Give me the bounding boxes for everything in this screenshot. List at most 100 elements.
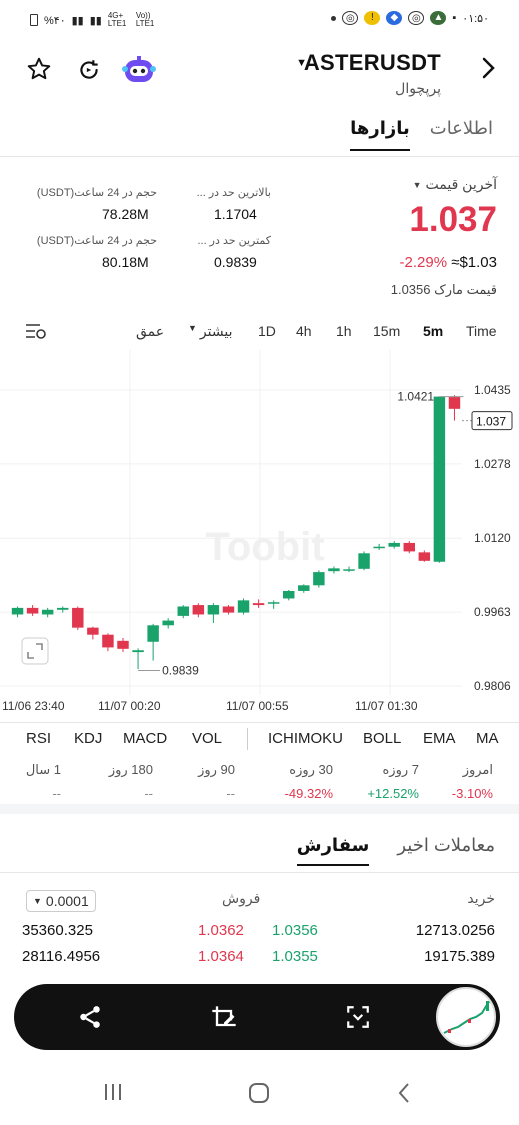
network-text: 4G+ LTE1 (107, 11, 127, 28)
recent-apps-icon[interactable] (102, 1081, 124, 1110)
tf-more[interactable]: بیشتر ▼ (188, 323, 232, 340)
perf-90d: 90 روز -- (198, 762, 235, 801)
candle-body (222, 606, 235, 613)
indicator-rsi[interactable]: RSI (26, 730, 52, 747)
perf-value: -3.10% (451, 786, 493, 801)
usd-equivalent: ≈$1.03 (451, 254, 497, 271)
change-percent: -2.29% (399, 254, 448, 271)
orderbook-row[interactable]: 35360.325 1.0362 1.0356 12713.0256 (0, 920, 519, 944)
chart-grid (0, 350, 462, 695)
chart-x-ticks: 11/06 23:40 11/07 00:20 11/07 00:55 11/07 0… (2, 699, 418, 713)
orderbook-buy-label: خرید (467, 890, 495, 906)
candle-body (267, 602, 280, 604)
app-icon-4: ◎ (408, 11, 425, 25)
indicator-macd[interactable]: MACD (123, 730, 168, 747)
tab-recent-trades[interactable]: معاملات اخیر (397, 835, 495, 855)
signal-icon-2: ▮▮ (89, 14, 102, 27)
tf-4h[interactable]: 4h (296, 323, 312, 339)
y-tick-label: 0.9963 (474, 605, 511, 619)
y-tick-label: 1.0120 (474, 531, 511, 545)
tf-15m[interactable]: 15m (373, 323, 401, 339)
screenshot-thumbnail[interactable] (436, 987, 496, 1047)
app-icon-2: ! (364, 11, 381, 25)
price-change: -2.29% ≈$1.03 (400, 254, 497, 271)
x-tick-label: 11/07 00:20 (98, 699, 161, 713)
refresh-icon[interactable] (76, 57, 102, 83)
tab-markets[interactable]: بازارها (350, 118, 410, 151)
star-icon[interactable] (26, 56, 52, 82)
chart-candles (11, 395, 461, 670)
orderbook-row[interactable]: 28116.4956 1.0364 1.0355 19175.389 (0, 946, 519, 970)
bid-price: 1.0355 (272, 948, 318, 965)
tab-info[interactable]: اطلاعات (429, 118, 493, 138)
candle-body (147, 625, 159, 642)
candle-body (252, 603, 265, 606)
perf-value: -49.32% (284, 786, 333, 801)
price-step-value: 0.0001 (45, 893, 89, 909)
crop-edit-icon[interactable] (210, 1004, 238, 1032)
candle-body (358, 553, 370, 569)
perf-label: 7 روزه (382, 762, 420, 777)
volume-label-1: حجم در 24 ساعت(USDT) (36, 187, 157, 199)
candle-body (132, 650, 144, 653)
divider (0, 722, 519, 723)
indicator-ma[interactable]: MA (476, 730, 499, 747)
indicator-kdj[interactable]: KDJ (74, 730, 103, 747)
bid-amount: 12713.0256 (415, 922, 495, 939)
chart-watermark: Toobit (205, 525, 324, 569)
chart-settings-icon[interactable] (25, 322, 47, 343)
candle-body (433, 396, 446, 562)
y-tick-label: 1.0278 (474, 457, 511, 471)
tab-orders[interactable]: سفارش (296, 835, 370, 866)
last-price-label-text: آخرین قیمت (425, 176, 497, 192)
tf-5m[interactable]: 5m (423, 323, 444, 339)
chat-icon: ▪ (452, 12, 457, 24)
divider (0, 156, 519, 157)
app-icon-3: ◆ (386, 11, 403, 25)
pair-subtitle: پرپچوال (395, 80, 441, 96)
chart-svg[interactable]: Toobit 1.0435 1.0278 1.0120 0.9963 0.9806 11… (0, 350, 519, 720)
volume-label-2: حجم در 24 ساعت(USDT) (36, 235, 157, 247)
volte-text: Vo)) LTE1 (135, 11, 155, 28)
robot-icon[interactable] (120, 54, 158, 86)
bid-amount: 19175.389 (424, 948, 495, 965)
dot-icon (331, 15, 337, 21)
caret-down-icon: ▼ (188, 323, 197, 333)
performance-row: امروز -3.10% 7 روزه +12.52% 30 روزه -49.… (0, 762, 519, 802)
indicator-vol[interactable]: VOL (192, 730, 223, 747)
candle-body (162, 620, 174, 626)
tf-1d[interactable]: 1D (258, 323, 276, 339)
section-separator (0, 804, 519, 814)
ask-amount: 28116.4956 (22, 948, 101, 965)
last-price: 1.037 (409, 200, 497, 239)
pair-dropdown-caret-icon[interactable]: ▼ (296, 57, 307, 69)
home-icon[interactable] (247, 1081, 271, 1112)
ask-amount: 35360.325 (22, 922, 93, 939)
perf-label: 30 روزه (289, 762, 333, 777)
perf-180d: 180 روز -- (109, 762, 153, 801)
low-marker-label: 0.9839 (162, 663, 199, 677)
high-marker-label: 1.0421 (397, 390, 434, 404)
last-price-label[interactable]: آخرین قیمت ▼ (413, 176, 497, 193)
candle-body (102, 634, 114, 648)
tf-1h[interactable]: 1h (336, 323, 352, 339)
candlestick-chart[interactable]: Toobit 1.0435 1.0278 1.0120 0.9963 0.9806 11… (0, 350, 519, 720)
candle-body (283, 590, 295, 599)
back-icon[interactable] (396, 1081, 412, 1112)
scan-capture-icon[interactable] (344, 1004, 372, 1032)
tf-depth[interactable]: عمق (136, 323, 165, 339)
share-icon[interactable] (76, 1004, 104, 1032)
indicator-ichimoku[interactable]: ICHIMOKU (268, 730, 343, 747)
fullscreen-icon[interactable] (21, 637, 49, 665)
pair-title[interactable]: ASTERUSDT (303, 50, 441, 75)
screenshot-toolbar (14, 984, 500, 1050)
perf-label: امروز (462, 762, 493, 777)
candle-body (388, 542, 400, 547)
candle-body (418, 552, 431, 561)
chevron-right-icon[interactable] (481, 56, 497, 87)
indicator-boll[interactable]: BOLL (363, 730, 402, 747)
price-step-select[interactable]: ▼ 0.0001 (26, 890, 96, 912)
candle-body (26, 607, 39, 614)
indicator-ema[interactable]: EMA (423, 730, 456, 747)
tf-time[interactable]: Time (466, 323, 497, 339)
